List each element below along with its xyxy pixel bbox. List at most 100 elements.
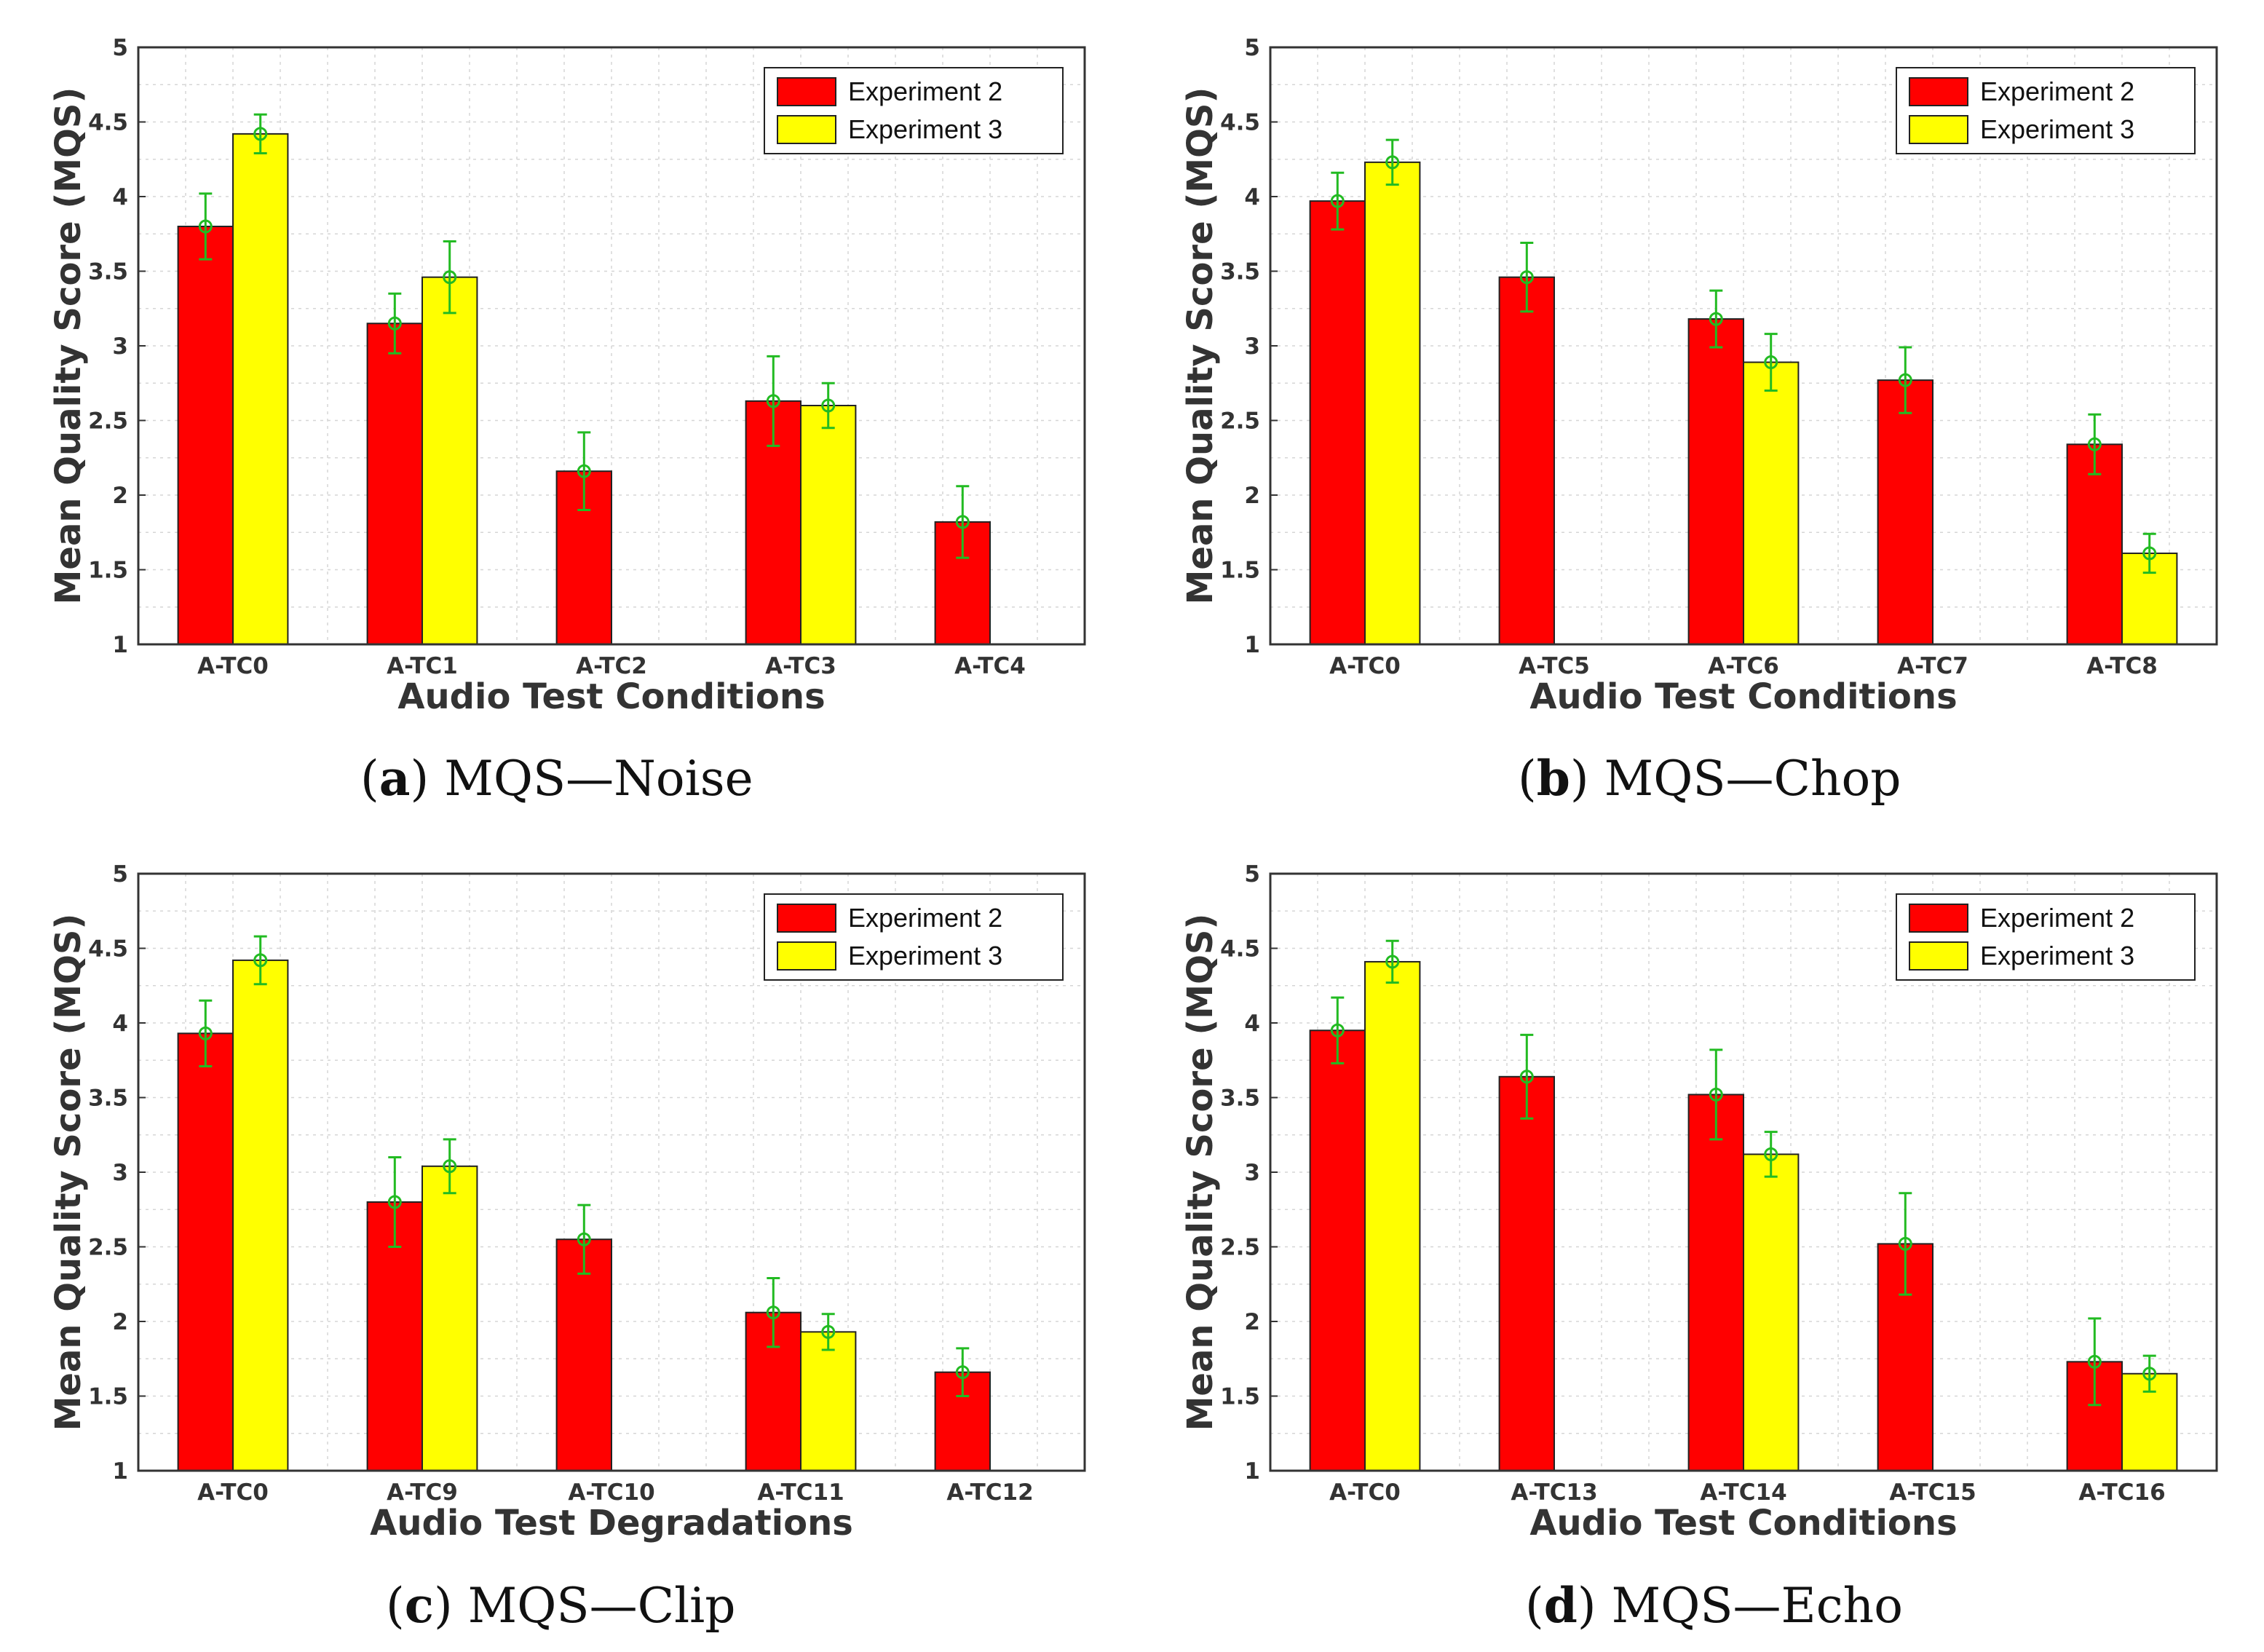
y-tick-label: 4 xyxy=(1244,184,1260,210)
error-bar xyxy=(2142,532,2157,574)
x-tick-label: A-TC13 xyxy=(1511,1479,1597,1506)
y-tick-label: 2.5 xyxy=(88,1235,128,1261)
bar xyxy=(1309,1029,1366,1471)
y-axis-label: Mean Quality Score (MQS) xyxy=(48,87,89,605)
caption-letter: c xyxy=(404,1577,434,1634)
mean-marker xyxy=(2142,546,2157,561)
mean-marker xyxy=(1385,155,1400,170)
chart-panel-b: 1 1.5 2 2.5 3 3.5 4 4.5 5 A-TC0 A-TC5 A-TC6 A-TC7 A-T… xyxy=(1180,35,2218,717)
error-bar xyxy=(766,355,780,447)
legend-label: Experiment 2 xyxy=(848,903,1002,933)
caption-text: MQS—Noise xyxy=(444,751,753,807)
mean-marker xyxy=(1519,270,1534,285)
x-axis-label: Audio Test Degradations xyxy=(370,1503,853,1544)
mean-marker xyxy=(577,464,591,478)
error-bar xyxy=(1519,242,1534,313)
legend-label: Experiment 3 xyxy=(848,114,1002,144)
y-tick-label: 3.5 xyxy=(1220,1086,1260,1112)
y-tick-label: 3 xyxy=(1244,1160,1260,1186)
mean-marker xyxy=(1764,355,1778,370)
legend-label: Experiment 2 xyxy=(1980,76,2134,106)
x-tick-label: A-TC14 xyxy=(1700,1479,1786,1506)
y-tick-label: 4 xyxy=(112,184,128,210)
x-tick-label: A-TC5 xyxy=(1519,653,1590,679)
mean-marker xyxy=(1709,312,1723,326)
bar xyxy=(1687,318,1744,645)
y-axis-label: Mean Quality Score (MQS) xyxy=(1180,87,1221,605)
x-tick-label: A-TC11 xyxy=(757,1479,844,1506)
mean-marker xyxy=(253,127,268,141)
legend-label: Experiment 2 xyxy=(848,76,1002,106)
y-tick-label: 2.5 xyxy=(88,408,128,435)
mean-marker xyxy=(1898,373,1912,387)
y-tick-label: 2 xyxy=(1244,1309,1260,1335)
y-axis-label: Mean Quality Score (MQS) xyxy=(48,914,89,1431)
x-tick-label: A-TC1 xyxy=(387,653,458,679)
mean-marker xyxy=(1764,1147,1778,1161)
y-tick-label: 3.5 xyxy=(1220,259,1260,285)
bar xyxy=(1743,1153,1800,1471)
bar xyxy=(1364,960,1421,1471)
legend-label: Experiment 3 xyxy=(848,941,1002,971)
error-bar xyxy=(443,1138,457,1195)
mean-marker xyxy=(577,1232,591,1246)
legend-label: Experiment 3 xyxy=(1980,114,2134,144)
caption-b: (b) MQS—Chop xyxy=(1518,750,1901,807)
caption-letter: d xyxy=(1543,1577,1578,1634)
mean-marker xyxy=(1519,1070,1534,1084)
mean-marker xyxy=(1330,1023,1345,1038)
error-bar xyxy=(387,292,402,355)
legend-swatch xyxy=(777,115,836,144)
axes-frame xyxy=(137,46,1086,646)
caption-letter: b xyxy=(1536,750,1570,807)
caption-a: (a) MQS—Noise xyxy=(360,750,753,807)
error-bar xyxy=(1709,289,1723,349)
legend-label: Experiment 2 xyxy=(1980,903,2134,933)
x-tick-label: A-TC8 xyxy=(2086,653,2158,679)
error-bar xyxy=(1330,996,1345,1064)
y-tick-label: 1 xyxy=(1244,632,1260,658)
bar xyxy=(1364,161,1421,646)
bar xyxy=(1877,379,1933,646)
legend: Experiment 2 Experiment 3 xyxy=(1896,893,2196,981)
mean-marker xyxy=(198,219,213,234)
error-bar xyxy=(955,485,970,559)
error-bar xyxy=(1898,346,1912,414)
error-bar xyxy=(766,1277,780,1348)
error-bar xyxy=(955,1347,970,1397)
bar xyxy=(232,133,289,645)
x-tick-label: A-TC6 xyxy=(1708,653,1779,679)
legend: Experiment 2 Experiment 3 xyxy=(764,893,1064,981)
error-bar xyxy=(1764,1131,1778,1178)
axes-frame xyxy=(1269,46,2218,646)
x-axis-label: Audio Test Conditions xyxy=(1529,1503,1957,1544)
x-tick-label: A-TC10 xyxy=(568,1479,654,1506)
y-tick-label: 5 xyxy=(1244,35,1260,61)
error-bar xyxy=(1385,939,1400,984)
bar xyxy=(800,1331,857,1471)
bar xyxy=(800,405,857,645)
bar xyxy=(421,276,478,645)
x-tick-label: A-TC7 xyxy=(1897,653,1968,679)
error-bar xyxy=(443,240,457,315)
x-tick-label: A-TC16 xyxy=(2078,1479,2165,1506)
x-axis-label: Audio Test Conditions xyxy=(1529,676,1957,717)
caption-text: MQS—Clip xyxy=(467,1578,736,1634)
error-bar xyxy=(1898,1192,1912,1296)
bar xyxy=(421,1165,478,1471)
y-tick-label: 3.5 xyxy=(88,259,128,285)
y-tick-label: 1.5 xyxy=(1220,558,1260,584)
chart-panel-a: 1 1.5 2 2.5 3 3.5 4 4.5 5 A-TC0 A-TC1 A-TC2 A-TC3 A-T… xyxy=(48,35,1086,717)
y-tick-label: 4.5 xyxy=(1220,936,1260,963)
error-bar xyxy=(2087,1317,2102,1407)
bar xyxy=(232,959,289,1471)
y-tick-label: 3 xyxy=(1244,333,1260,360)
y-tick-label: 1.5 xyxy=(1220,1384,1260,1410)
mean-marker xyxy=(387,1195,402,1209)
error-bar xyxy=(2142,1354,2157,1393)
legend-swatch xyxy=(777,77,836,106)
mean-marker xyxy=(443,270,457,285)
y-tick-label: 1 xyxy=(1244,1458,1260,1485)
y-tick-label: 2 xyxy=(112,1309,128,1335)
y-tick-label: 2.5 xyxy=(1220,1235,1260,1261)
